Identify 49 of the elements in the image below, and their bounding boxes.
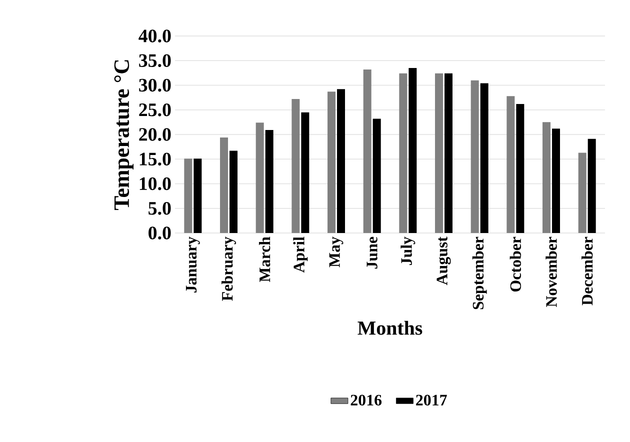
x-tick-label: April xyxy=(293,236,308,273)
bar xyxy=(220,137,228,233)
y-tick-label: 30.0 xyxy=(139,78,171,92)
y-tick-label: 0.0 xyxy=(148,226,171,240)
bar xyxy=(470,80,479,233)
x-tick-label: September xyxy=(472,236,487,310)
bar xyxy=(506,96,515,233)
legend-label: 2017 xyxy=(416,394,447,406)
y-axis-title: Temperature °C xyxy=(114,60,134,210)
bar xyxy=(328,92,336,233)
y-tick-label: 15.0 xyxy=(140,152,171,166)
bar xyxy=(184,158,192,233)
bar xyxy=(301,112,310,233)
bar xyxy=(408,68,417,233)
legend-label: 2016 xyxy=(350,394,382,406)
x-tick-label: June xyxy=(366,236,378,269)
x-tick-label: November xyxy=(546,236,557,308)
bar xyxy=(194,158,202,233)
bar xyxy=(435,73,444,233)
bar xyxy=(256,122,264,233)
bar xyxy=(444,73,453,233)
bar xyxy=(372,118,381,233)
y-tick-label: 25.0 xyxy=(139,103,171,116)
y-tick-label: 20.0 xyxy=(139,128,171,141)
x-tick-label: January xyxy=(186,236,200,292)
x-tick-label: February xyxy=(222,236,236,301)
y-tick-label: 5.0 xyxy=(148,202,171,215)
x-tick-label: August xyxy=(436,236,451,286)
bar xyxy=(337,89,346,233)
bar xyxy=(552,128,560,233)
y-tick-label: 35.0 xyxy=(139,54,171,68)
x-tick-label: March xyxy=(258,236,270,282)
bar xyxy=(542,122,551,233)
bar xyxy=(292,99,300,233)
bar xyxy=(363,69,372,233)
y-tick-label: 40.0 xyxy=(138,30,171,42)
bar xyxy=(516,104,524,233)
bar xyxy=(265,130,274,233)
bar xyxy=(480,83,488,233)
bar xyxy=(588,138,596,233)
x-tick-label: July xyxy=(400,236,416,266)
x-tick-label: May xyxy=(329,236,344,268)
y-tick-label: 10.0 xyxy=(140,177,171,190)
x-tick-label: October xyxy=(510,236,522,292)
bar xyxy=(399,73,408,233)
bar xyxy=(578,152,586,233)
bar xyxy=(230,150,238,233)
x-tick-label: December xyxy=(581,236,593,306)
x-axis-title: Months xyxy=(358,320,422,335)
